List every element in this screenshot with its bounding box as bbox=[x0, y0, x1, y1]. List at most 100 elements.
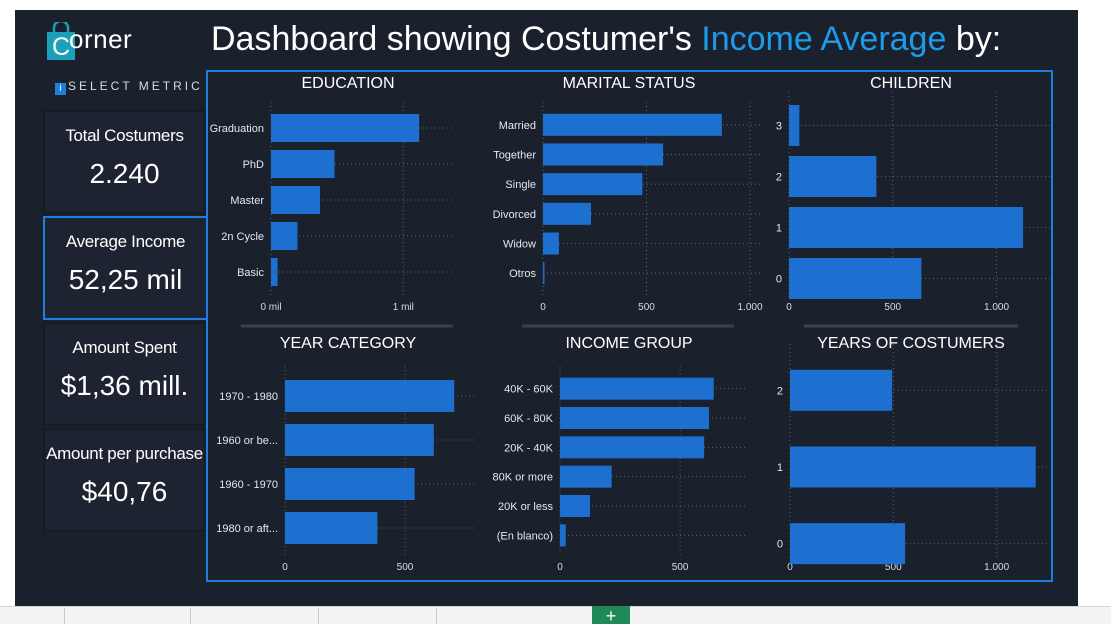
kpi-amount-per-purchase[interactable]: Amount per purchase $40,76 bbox=[43, 428, 206, 532]
category-label: 1 bbox=[777, 462, 783, 474]
bar bbox=[789, 105, 800, 146]
kpi-value: 52,25 mil bbox=[68, 264, 183, 295]
category-label: 1960 - 1970 bbox=[219, 479, 278, 491]
bar bbox=[271, 114, 420, 142]
category-label: 1980 or aft... bbox=[216, 523, 278, 535]
category-label: 2 bbox=[777, 385, 783, 397]
tick-label: 1 mil bbox=[393, 302, 414, 313]
kpi-value: $1,36 mill. bbox=[60, 370, 189, 401]
category-label: 1960 or be... bbox=[216, 435, 278, 447]
category-label: 3 bbox=[776, 121, 782, 133]
tick-label: 0 mil bbox=[260, 302, 281, 313]
tick-label: 0 bbox=[282, 562, 288, 573]
bar bbox=[543, 143, 664, 166]
category-label: 40K - 60K bbox=[504, 384, 554, 396]
chart-title: YEAR CATEGORY bbox=[280, 335, 417, 352]
category-label: 2n Cycle bbox=[221, 231, 264, 243]
select-metric-label[interactable]: i SELECT METRIC bbox=[55, 79, 205, 95]
bar bbox=[271, 150, 335, 178]
category-label: 2 bbox=[776, 172, 782, 184]
bar bbox=[560, 377, 714, 400]
title-highlight: Income Average bbox=[701, 20, 947, 58]
category-label: Together bbox=[493, 150, 536, 162]
category-label: Single bbox=[505, 179, 536, 191]
category-label: Divorced bbox=[493, 209, 536, 221]
bar bbox=[560, 407, 709, 429]
kpi-label: Total Costumers bbox=[65, 126, 184, 145]
shopping-bag-logo-icon: C bbox=[47, 22, 75, 61]
tick-label: 1.000 bbox=[984, 302, 1009, 313]
bar bbox=[271, 186, 320, 214]
bar bbox=[560, 495, 591, 517]
bar bbox=[543, 113, 722, 136]
tick-label: 500 bbox=[884, 302, 901, 313]
kpi-label: Amount Spent bbox=[72, 338, 177, 357]
sheet-tabs-bar bbox=[0, 606, 1111, 624]
bar bbox=[285, 424, 434, 456]
category-label: Basic bbox=[237, 267, 264, 279]
bar bbox=[790, 523, 906, 565]
category-label: Master bbox=[230, 195, 264, 207]
kpi-value: 2.240 bbox=[89, 158, 160, 189]
bar bbox=[790, 446, 1036, 488]
bar bbox=[789, 258, 922, 299]
chart-title: CHILDREN bbox=[870, 75, 952, 92]
category-label: PhD bbox=[243, 159, 264, 171]
tick-label: 500 bbox=[885, 562, 902, 573]
tick-label: 0 bbox=[540, 302, 546, 313]
tick-label: 0 bbox=[557, 562, 563, 573]
tab-separator bbox=[64, 608, 65, 624]
charts-svg: EDUCATION 0 mil 1 mil Graduation PhD Master 2n… bbox=[210, 75, 1050, 573]
tab-separator bbox=[190, 608, 191, 624]
chart-title: YEARS OF COSTUMERS bbox=[817, 335, 1005, 352]
kpi-total-costumers[interactable]: Total Costumers 2.240 bbox=[43, 110, 206, 214]
tick-label: 500 bbox=[672, 562, 689, 573]
page-title: Dashboard showing Costumer's Income Aver… bbox=[211, 20, 1001, 59]
kpi-average-income[interactable]: Average Income 52,25 mil bbox=[43, 216, 208, 320]
logo-text: orner bbox=[69, 24, 133, 54]
title-prefix: Dashboard showing Costumer's bbox=[211, 20, 702, 58]
category-label: Widow bbox=[503, 239, 536, 251]
tick-label: 0 bbox=[786, 302, 792, 313]
bar bbox=[790, 369, 893, 411]
bar bbox=[543, 232, 559, 255]
category-label: 20K - 40K bbox=[504, 442, 554, 454]
bar bbox=[789, 207, 1024, 248]
bar bbox=[285, 380, 455, 412]
logo-letter: C bbox=[52, 33, 70, 61]
category-label: 60K - 80K bbox=[504, 413, 554, 425]
category-label: Otros bbox=[509, 268, 536, 280]
bar bbox=[271, 222, 298, 250]
category-label: (En blanco) bbox=[497, 530, 553, 542]
select-metric-text: SELECT METRIC bbox=[68, 79, 203, 93]
tick-label: 1.000 bbox=[737, 302, 762, 313]
bar bbox=[560, 524, 566, 547]
bar bbox=[285, 468, 415, 500]
tab-separator bbox=[436, 608, 437, 624]
category-label: Married bbox=[499, 120, 536, 132]
category-label: 0 bbox=[777, 539, 783, 551]
bar bbox=[789, 156, 877, 197]
tick-label: 1.000 bbox=[984, 562, 1009, 573]
chart-title: INCOME GROUP bbox=[565, 335, 692, 352]
tick-label: 500 bbox=[638, 302, 655, 313]
tab-separator bbox=[318, 608, 319, 624]
add-sheet-button[interactable]: + bbox=[592, 606, 630, 626]
chart-title: MARITAL STATUS bbox=[563, 75, 696, 92]
category-label: 20K or less bbox=[498, 501, 554, 513]
category-label: 1970 - 1980 bbox=[219, 391, 278, 403]
kpi-amount-spent[interactable]: Amount Spent $1,36 mill. bbox=[43, 322, 206, 426]
tick-label: 500 bbox=[397, 562, 414, 573]
info-icon: i bbox=[55, 83, 66, 95]
title-suffix: by: bbox=[946, 20, 1002, 58]
category-label: 80K or more bbox=[492, 472, 553, 484]
bar bbox=[543, 173, 643, 196]
bar bbox=[560, 436, 705, 459]
category-label: Graduation bbox=[210, 123, 264, 135]
kpi-label: Amount per purchase bbox=[46, 444, 203, 463]
tick-label: 0 bbox=[787, 562, 793, 573]
chart-title: EDUCATION bbox=[301, 75, 394, 92]
bar bbox=[560, 465, 612, 488]
category-label: 0 bbox=[776, 274, 782, 286]
category-label: 1 bbox=[776, 223, 782, 235]
